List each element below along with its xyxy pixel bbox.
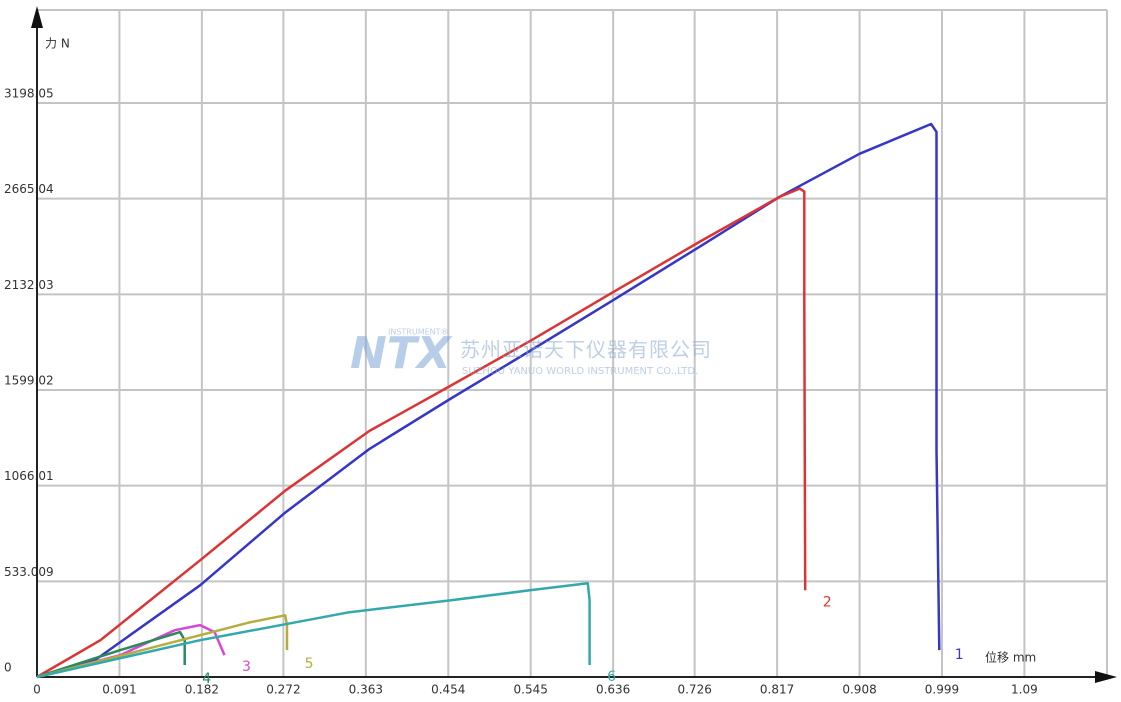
series-line bbox=[36, 630, 186, 679]
plot: 0 0.091 0.182 0.272 0.363 0.454 0.545 0.636 0.72… bbox=[4, 6, 1117, 697]
watermark-name-en: SUZHOU YANUO WORLD INSTRUMENT CO.,LTD. bbox=[462, 366, 698, 377]
x-tick-label: 0.817 bbox=[760, 683, 794, 697]
x-axis-label: 位移 mm bbox=[985, 650, 1036, 665]
watermark-name-cn: 苏州亚诺天下仪器有限公司 bbox=[460, 338, 712, 362]
y-axis-arrow bbox=[31, 6, 43, 28]
y-tick-label: 1066.01 bbox=[4, 469, 54, 483]
x-tick-label: 0.454 bbox=[431, 683, 465, 697]
series-line bbox=[36, 614, 289, 679]
series-label: 6 bbox=[607, 669, 616, 685]
x-tick-label: 0.091 bbox=[102, 683, 136, 697]
series-line bbox=[36, 582, 591, 679]
series-line bbox=[36, 122, 941, 679]
series-label: 2 bbox=[823, 594, 832, 610]
y-axis-label: 力 N bbox=[45, 37, 70, 51]
y-tick-label: 3198.05 bbox=[4, 86, 54, 100]
x-tick-label: 0.726 bbox=[677, 683, 711, 697]
x-tick-label: 0.182 bbox=[185, 683, 219, 697]
x-tick-label: 0.999 bbox=[925, 683, 959, 697]
y-tick-label: 2132.03 bbox=[4, 278, 54, 292]
y-tick-label: 1599.02 bbox=[4, 373, 54, 387]
series-label: 5 bbox=[305, 656, 314, 672]
y-tick-label: 0 bbox=[4, 661, 12, 675]
x-tick-label: 0.272 bbox=[266, 683, 300, 697]
y-tick-label: 2665.04 bbox=[4, 182, 54, 196]
x-axis-arrow bbox=[1095, 671, 1117, 683]
series-label: 1 bbox=[955, 647, 964, 663]
x-tick-label: 0.636 bbox=[596, 683, 630, 697]
watermark: NTX INSTRUMENT® 苏州亚诺天下仪器有限公司 SUZHOU YANU… bbox=[350, 328, 712, 380]
x-tick-label: 0.363 bbox=[349, 683, 383, 697]
series-label: 4 bbox=[202, 671, 211, 687]
x-tick-label: 0 bbox=[33, 683, 41, 697]
y-tick-label: 533.009 bbox=[4, 565, 54, 579]
series-line bbox=[36, 187, 807, 679]
x-tick-label: 0.545 bbox=[514, 683, 548, 697]
x-tick-label: 1.09 bbox=[1011, 683, 1038, 697]
watermark-logo: NTX bbox=[350, 328, 453, 379]
series-label: 3 bbox=[242, 659, 251, 675]
watermark-sub: INSTRUMENT® bbox=[388, 328, 449, 337]
x-tick-label: 0.908 bbox=[842, 683, 876, 697]
